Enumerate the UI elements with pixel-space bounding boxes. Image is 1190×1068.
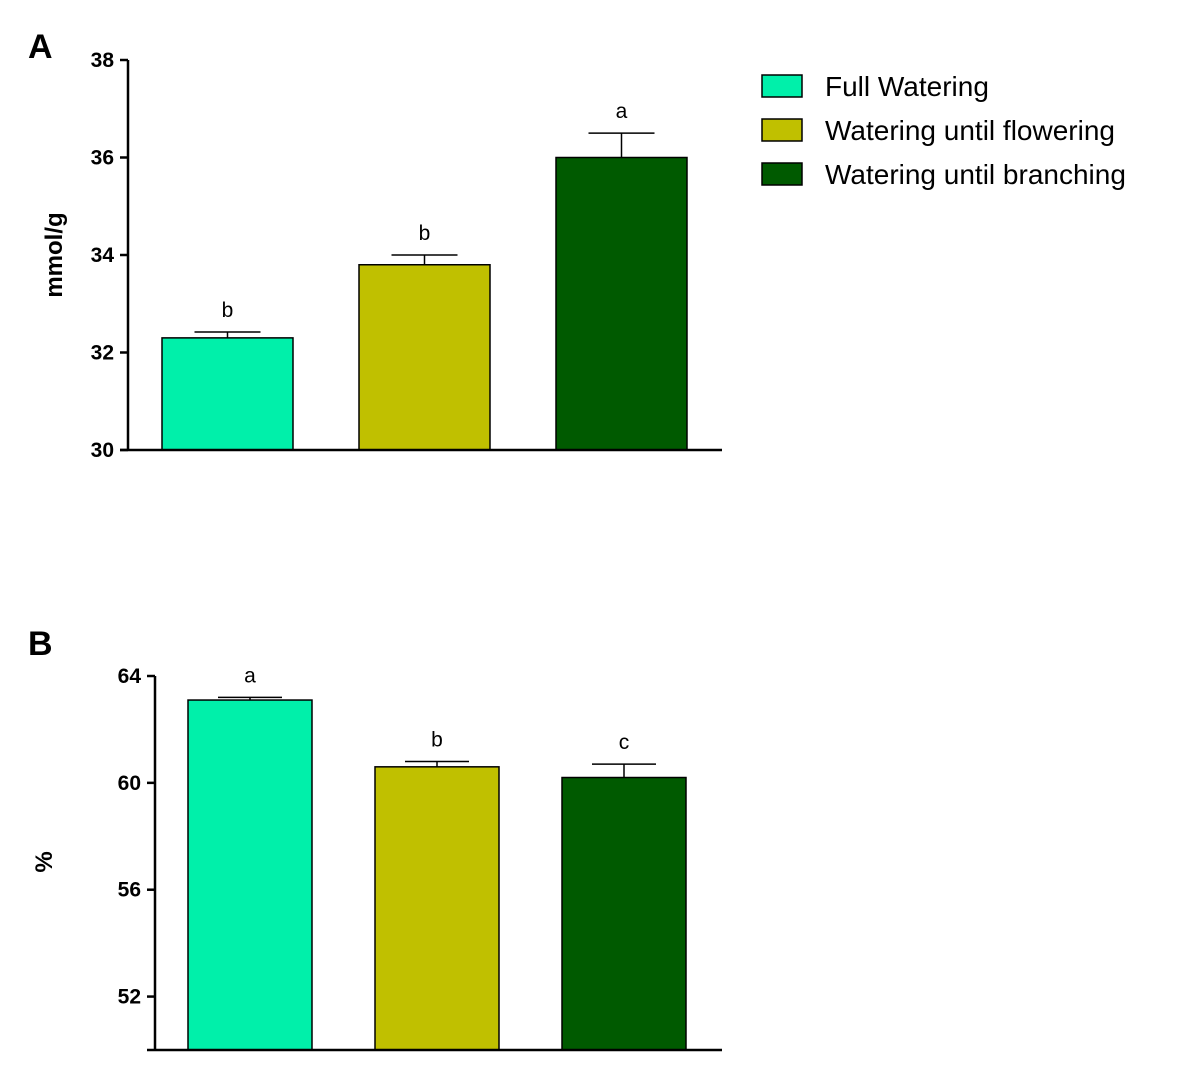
panel-b-letter: B <box>28 625 53 663</box>
legend-label: Watering until branching <box>825 159 1126 190</box>
y-tick-label: 34 <box>91 244 115 267</box>
y-tick-label: 60 <box>118 772 141 795</box>
legend-item-full-watering: Full Watering <box>761 71 989 102</box>
legend-swatch <box>761 118 803 142</box>
y-tick-label: 52 <box>118 986 141 1009</box>
legend-item-watering-until-branching: Watering until branching <box>761 159 1126 190</box>
y-tick-label: 32 <box>91 342 114 365</box>
bar-a-1 <box>161 337 294 451</box>
panel-b-bars: a b c <box>187 664 687 1051</box>
legend-label: Full Watering <box>825 71 989 102</box>
legend-swatch <box>761 74 803 98</box>
significance-label: a <box>244 664 256 687</box>
panel-a-y-axis-title: mmol/g <box>41 212 68 297</box>
significance-label: b <box>419 222 431 245</box>
bar-a-3 <box>555 156 688 451</box>
bar-b-1 <box>187 699 313 1051</box>
panel-a-bars: b b a <box>161 100 688 451</box>
bar-b-3 <box>561 776 687 1051</box>
significance-label: b <box>222 299 234 322</box>
panel-a-letter: A <box>28 28 53 66</box>
y-tick-label: 64 <box>118 665 142 688</box>
y-tick-label: 30 <box>91 439 114 462</box>
y-tick-label: 56 <box>118 879 141 902</box>
significance-label: b <box>431 728 443 751</box>
panel-b: B % a b c 52 56 60 64 <box>28 625 722 1052</box>
legend-label: Watering until flowering <box>825 115 1115 146</box>
panel-b-axes: 52 56 60 64 <box>118 665 722 1052</box>
legend-swatch <box>761 162 803 186</box>
bar-a-2 <box>358 264 491 451</box>
significance-label: c <box>619 731 630 754</box>
significance-label: a <box>616 100 628 123</box>
y-tick-label: 38 <box>91 49 115 72</box>
legend-item-watering-until-flowering: Watering until flowering <box>761 115 1115 146</box>
legend: Full Watering Watering until flowering W… <box>761 71 1126 190</box>
bar-b-2 <box>374 766 500 1051</box>
panel-a: A mmol/g b b a 30 32 34 36 38 <box>28 28 722 462</box>
y-tick-label: 36 <box>91 147 114 170</box>
panel-b-y-axis-title: % <box>31 851 58 872</box>
panel-a-axes: 30 32 34 36 38 <box>91 49 722 462</box>
